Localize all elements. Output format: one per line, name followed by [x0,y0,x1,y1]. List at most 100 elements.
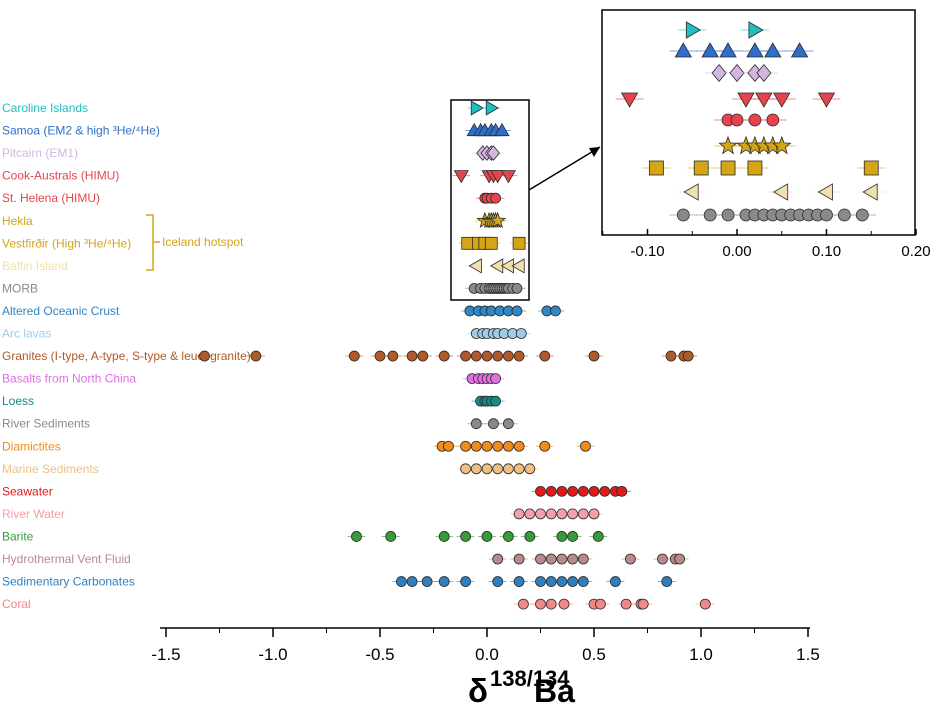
data-point [539,440,551,452]
data-point [657,553,668,565]
group-label-altered-oceanic-crust: Altered Oceanic Crust [2,304,120,318]
inset-data-point [701,42,719,58]
main-plot-points [195,100,715,610]
group-label-hydrothermal-vent-fluid: Hydrothermal Vent Fluid [2,552,131,566]
main-x-axis: -1.5 -1.0 -0.5 0.0 0.5 1.0 1.5 [151,627,820,664]
iceland-hotspot-label: Iceland hotspot [162,235,244,249]
data-point [674,553,685,565]
inset-data-point [720,160,736,176]
data-point [488,418,499,430]
data-point [502,418,514,430]
inset-data-point [817,183,833,201]
data-point [490,395,501,407]
inset-data-point [685,21,702,39]
inset-data-point [674,42,692,58]
data-point [484,236,498,250]
group-label-st-helena-himu: St. Helena (HIMU) [2,191,100,205]
inset-data-point [773,92,791,108]
data-point [511,258,525,274]
inset-data-point [747,160,763,176]
data-point [595,598,606,610]
inset-plot-points [615,21,886,222]
zoom-arrow [528,146,601,191]
data-point [500,170,516,184]
data-point [682,350,694,362]
data-point [558,598,570,610]
group-label-marine-sediments: Marine Sediments [2,462,99,476]
data-point [616,485,628,497]
inset-data-point [693,160,709,176]
inset-data-point [620,92,639,108]
group-labels: Caroline Islands Samoa (EM2 & high ³He/⁴H… [2,101,251,611]
data-point [539,350,551,362]
data-point [588,508,600,520]
inset-x-tick-label: 0.10 [812,243,841,260]
data-point [592,531,604,542]
group-label-hekla: Hekla [2,214,33,228]
data-point [545,598,557,610]
data-point [417,350,429,362]
data-point [250,350,262,362]
inset-data-point [790,42,809,58]
data-point [513,350,525,362]
inset-data-point [755,92,773,108]
data-point [406,576,418,587]
data-point [524,531,536,542]
data-point [517,598,529,610]
data-point [502,531,514,542]
group-label-seawater: Seawater [2,484,53,498]
inset-data-point [746,42,764,58]
data-point [661,576,673,587]
x-tick-label: -0.5 [365,645,394,664]
group-label-basalts-from-north-china: Basalts from North China [2,372,136,386]
data-point [351,531,362,542]
data-point [485,100,500,116]
inset-data-point [817,92,836,108]
x-axis-title-superscript: 138/134 [490,666,570,691]
data-point [550,305,561,317]
inset-data-point [855,208,869,222]
inset-data-point [729,63,745,83]
data-point [577,576,589,587]
group-label-coral: Coral [2,597,31,611]
group-label-granites-i-type-a-type-s-type-leucogranite: Granites (I-type, A-type, S-type & leuco… [2,349,251,363]
group-label-vestfir-ir-high-he-he: Vestfirðir (High ³He/⁴He) [2,236,131,250]
data-point [486,145,500,161]
group-label-baffin-island: Baffin Island [2,259,68,273]
data-point [199,350,210,362]
inset-data-point [772,183,789,201]
inset-data-point [737,92,755,108]
data-point [699,598,711,610]
group-label-caroline-islands: Caroline Islands [2,101,88,115]
data-point [387,350,399,362]
data-point [374,350,386,362]
data-point [481,531,493,542]
x-axis-title-element: Ba [534,673,575,709]
data-point [588,350,600,362]
data-point [492,576,504,587]
data-point [470,418,482,430]
data-point [443,440,454,452]
data-point [490,170,506,184]
data-point [460,531,472,542]
inset-data-point [863,160,879,176]
group-label-river-water: River Water [2,507,65,521]
data-point [515,328,527,339]
data-point [511,282,523,294]
data-point [438,531,450,542]
inset-data-point [683,183,699,201]
data-point [665,350,677,362]
inset-x-tick-label: -0.10 [630,243,664,260]
group-label-diamictites: Diamictites [2,439,61,453]
group-label-river-sediments: River Sediments [2,417,90,431]
zoom-arrowhead [589,147,600,157]
data-point [637,598,649,610]
x-tick-label: 0.5 [582,645,606,664]
data-point [513,576,525,587]
data-point [513,553,525,565]
inset-data-point [766,113,780,127]
inset-x-axis: -0.10 0.00 0.10 0.20 [602,229,931,260]
data-point [421,576,433,587]
inset-data-point [649,160,664,176]
data-point [492,553,504,565]
